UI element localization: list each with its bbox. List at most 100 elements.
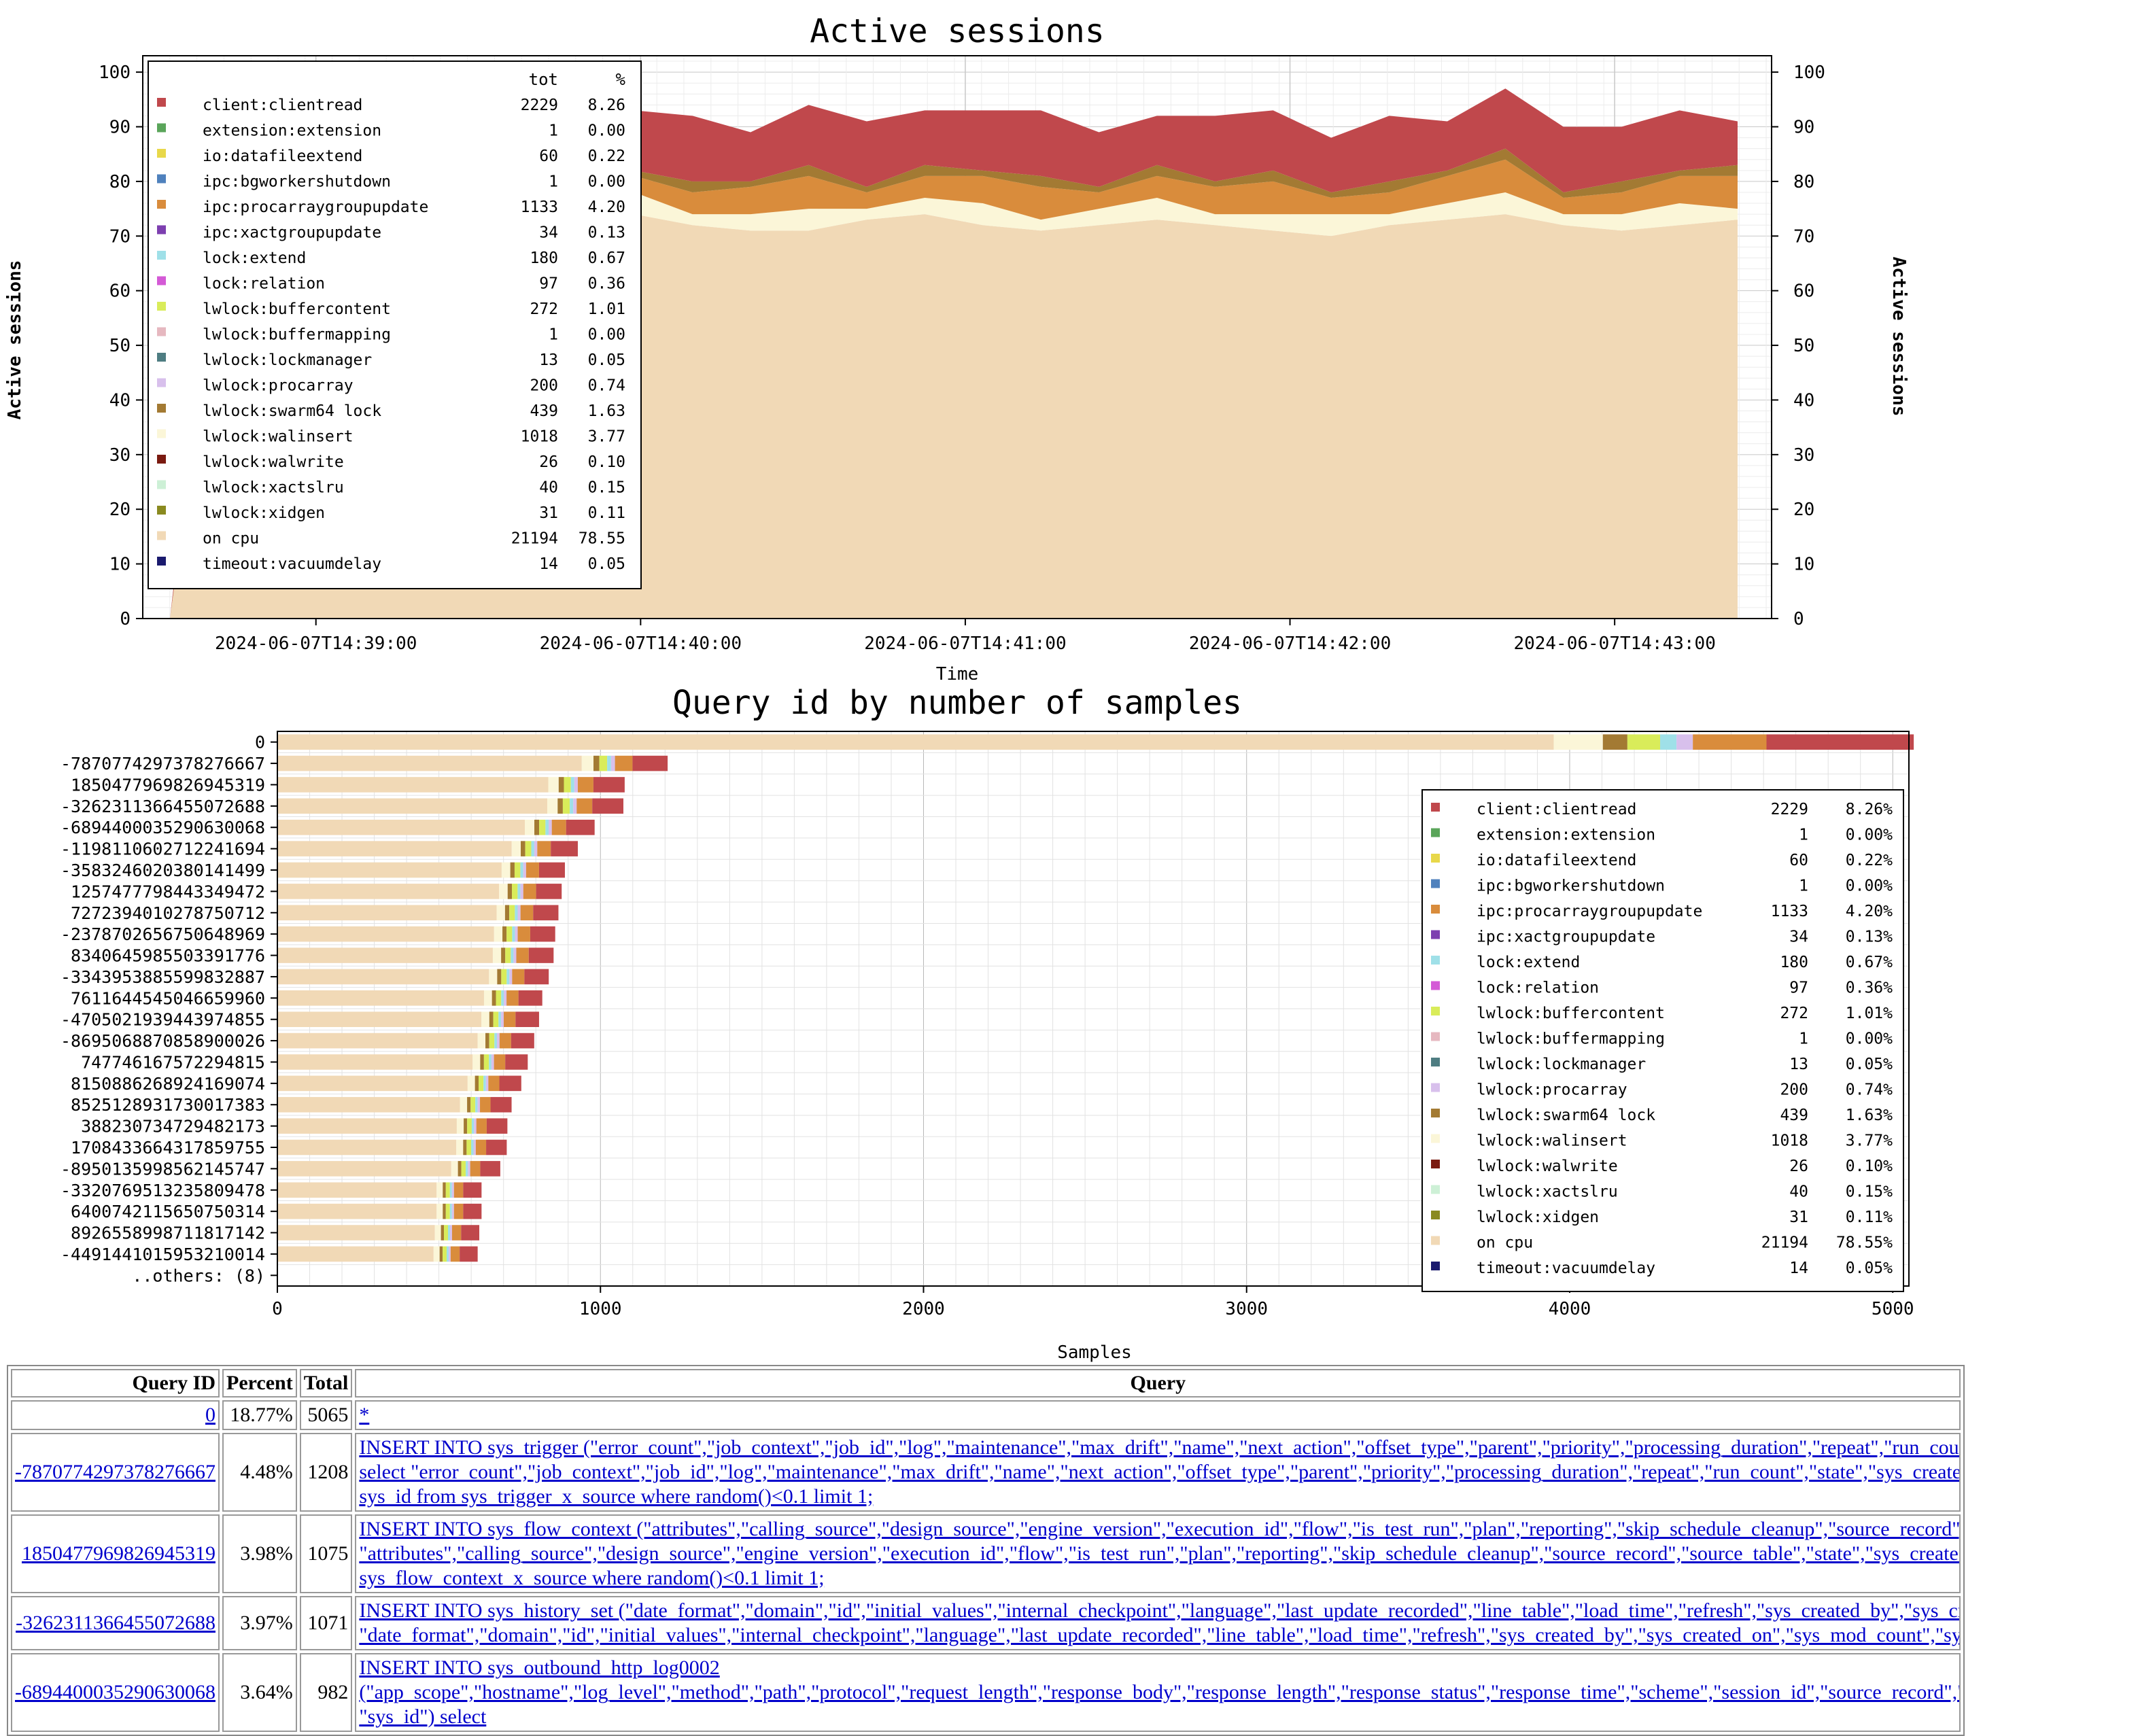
bar-segment <box>277 798 548 814</box>
bar-segment <box>488 1075 500 1092</box>
bar-segment <box>480 1096 491 1113</box>
legend-pct: 0.05 <box>588 555 625 573</box>
legend-tot: 21194 <box>1761 1234 1808 1252</box>
legend-tot: 34 <box>1789 928 1808 946</box>
query-text-line: "sys_id") select <box>359 1705 487 1728</box>
bar-segment <box>509 969 513 985</box>
y-tick-label: 90 <box>109 118 131 138</box>
y-tick-label-right: 10 <box>1793 555 1814 575</box>
legend-item: lwlock:buffercontent 272 1.01 <box>157 300 625 318</box>
bar-segment <box>445 1182 450 1198</box>
legend-label: timeout:vacuumdelay <box>1477 1260 1655 1277</box>
legend-pct: 0.00 <box>588 326 625 344</box>
legend-item: ipc:bgworkershutdown 1 0.00 <box>157 173 625 191</box>
legend-pct: 0.13 <box>588 224 625 242</box>
bar-segment <box>461 1225 480 1240</box>
legend-tot: 1 <box>1799 827 1808 844</box>
query-link[interactable]: INSERT INTO sys_history_set ("date_forma… <box>359 1599 1961 1648</box>
legend-label: ipc:procarraygroupupdate <box>203 198 428 216</box>
total-cell: 5065 <box>299 1400 353 1430</box>
bar-segment <box>494 926 503 942</box>
total-cell: 1075 <box>299 1514 353 1593</box>
table-row: 1850477969826945319 3.98% 1075 INSERT INTO … <box>11 1514 1961 1593</box>
query-text-line: INSERT INTO sys_history_set ("date_forma… <box>359 1599 1961 1622</box>
query-id-cell: -3262311366455072688 <box>11 1596 220 1650</box>
bar-segment <box>499 1032 511 1049</box>
legend-swatch <box>1431 930 1440 939</box>
bar-segment <box>501 990 504 1006</box>
bar-segment <box>525 862 539 878</box>
legend-tot: 97 <box>1789 979 1808 997</box>
x-tick-label: 2024-06-07T14:43:00 <box>1513 633 1715 654</box>
legend-swatch <box>157 429 166 438</box>
legend-label: ipc:procarraygroupupdate <box>1477 903 1702 920</box>
bar-segment <box>1693 734 1767 750</box>
legend-tot: 1 <box>549 173 558 191</box>
bar-segment <box>564 777 571 793</box>
x-axis-label: Samples <box>1057 1342 1132 1363</box>
legend: client:clientread 2229 8.26% extension:exte… <box>1421 789 1904 1292</box>
bar-segment <box>277 1011 482 1027</box>
bar-segment <box>533 905 559 921</box>
query-text-line: INSERT INTO sys_outbound_http_log0002 <box>359 1656 720 1679</box>
legend-pct: 0.00 <box>588 122 625 140</box>
query-id-link[interactable]: -6894400035290630068 <box>15 1681 216 1703</box>
percent-cell: 3.64% <box>222 1653 297 1732</box>
percent-cell: 3.97% <box>222 1596 297 1650</box>
y-tick-label: 7611644545046659960 <box>71 988 265 1008</box>
legend-item: lwlock:buffermapping 1 0.00% <box>1431 1030 1893 1048</box>
bar-segment <box>470 1096 476 1113</box>
legend-swatch <box>157 174 166 184</box>
bar-segment <box>479 1075 484 1092</box>
bar-segment <box>501 862 511 878</box>
legend-item: lwlock:walinsert 1018 3.77% <box>1431 1132 1893 1150</box>
bar-segment <box>480 1054 484 1070</box>
y-tick-label: -7870774297378276667 <box>61 754 265 774</box>
y-tick-label-right: 50 <box>1793 336 1814 356</box>
legend-item: ipc:procarraygroupupdate 1133 4.20% <box>1431 903 1893 920</box>
y-tick-label: 8340645985503391776 <box>71 946 265 966</box>
legend-tot: 14 <box>539 555 558 573</box>
query-id-link[interactable]: 1850477969826945319 <box>22 1542 216 1565</box>
legend-tot: 40 <box>539 479 558 497</box>
bar-segment <box>523 862 526 878</box>
bar-segment <box>551 841 578 856</box>
legend-pct: 0.22% <box>1846 852 1893 869</box>
y-tick-label: 50 <box>109 336 131 356</box>
y-tick-label: 8525128931730017383 <box>71 1095 265 1115</box>
y-tick-label-right: 70 <box>1793 226 1814 247</box>
bar-segment <box>497 1032 500 1049</box>
legend-swatch <box>1431 879 1440 888</box>
query-id-link[interactable]: 0 <box>205 1404 216 1426</box>
legend-swatch <box>157 378 166 387</box>
bar-segment <box>520 905 534 921</box>
legend-label: ipc:xactgroupupdate <box>1477 928 1655 946</box>
bar-segment <box>493 1011 499 1027</box>
bar-segment <box>610 755 615 771</box>
legend-item: lwlock:procarray 200 0.74% <box>1431 1081 1893 1099</box>
legend-label: lwlock:buffercontent <box>1477 1005 1665 1022</box>
bar-segment <box>277 1225 435 1240</box>
legend-item: lwlock:swarm64 lock 439 1.63% <box>1431 1107 1893 1124</box>
legend-swatch <box>1431 1262 1440 1270</box>
bar-row <box>277 841 578 856</box>
query-link[interactable]: INSERT INTO sys_trigger ("error_count","… <box>359 1436 1961 1509</box>
bar-segment <box>547 798 558 814</box>
legend-pct: 0.05% <box>1846 1260 1893 1277</box>
bar-row <box>277 948 554 963</box>
query-table: Query ID Percent Total Query 0 18.77% 5065… <box>7 1365 1965 1736</box>
legend-tot: 1 <box>549 122 558 140</box>
col-total: Total <box>299 1369 353 1398</box>
query-link[interactable]: INSERT INTO sys_outbound_http_log0002 ("a… <box>359 1656 1959 1729</box>
legend-tot: 200 <box>1780 1081 1808 1099</box>
query-link[interactable]: * <box>359 1403 1956 1427</box>
query-id-link[interactable]: -3262311366455072688 <box>16 1612 216 1634</box>
query-id-link[interactable]: -7870774297378276667 <box>15 1461 216 1483</box>
query-link[interactable]: INSERT INTO sys_flow_context ("attribute… <box>359 1517 1959 1591</box>
query-text-line: INSERT INTO sys_trigger ("error_count","… <box>359 1436 1961 1459</box>
bar-row <box>277 926 555 942</box>
bar-segment <box>494 1032 498 1049</box>
bar-segment <box>486 1118 508 1134</box>
axes: 0 -78707742973782766671850477969826945319… <box>61 731 1914 1319</box>
bar-segment <box>558 777 564 793</box>
